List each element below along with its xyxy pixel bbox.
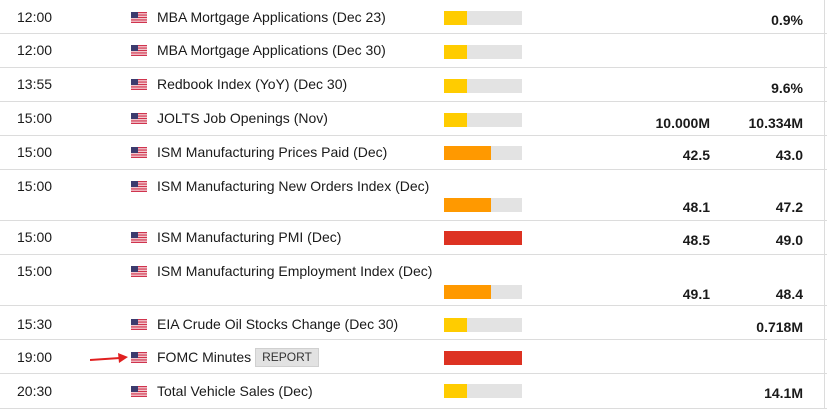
event-time: 13:55 <box>17 76 53 92</box>
event-name[interactable]: FOMC Minutes <box>157 349 252 365</box>
impact-bar-fill <box>444 198 491 212</box>
impact-bar-fill <box>444 285 491 299</box>
event-time: 15:30 <box>17 316 53 332</box>
calendar-row[interactable]: 15:00 ISM Manufacturing Employment Index… <box>0 255 827 306</box>
actual-value: 49.1 <box>682 286 710 302</box>
previous-value: 0.9% <box>771 12 803 28</box>
event-time: 15:00 <box>17 229 53 245</box>
calendar-row[interactable]: 12:00 MBA Mortgage Applications (Dec 23)… <box>0 0 827 34</box>
event-time: 19:00 <box>17 349 53 365</box>
row-right-border <box>824 136 825 169</box>
report-button[interactable]: REPORT <box>255 348 319 367</box>
row-right-border <box>824 34 825 67</box>
row-right-border <box>824 170 825 220</box>
event-name[interactable]: Total Vehicle Sales (Dec) <box>157 383 313 399</box>
row-right-border <box>824 340 825 373</box>
calendar-row[interactable]: 13:55 Redbook Index (YoY) (Dec 30) 9.6% <box>0 68 827 102</box>
event-time: 15:00 <box>17 263 53 279</box>
impact-bar <box>444 45 522 59</box>
us-flag-icon <box>131 230 147 243</box>
impact-bar-fill <box>444 146 491 160</box>
event-name[interactable]: EIA Crude Oil Stocks Change (Dec 30) <box>157 316 399 332</box>
calendar-row[interactable]: 15:00 ISM Manufacturing PMI (Dec) 48.5 49.… <box>0 221 827 255</box>
us-flag-icon <box>131 43 147 56</box>
calendar-row[interactable]: 15:30 EIA Crude Oil Stocks Change (Dec 3… <box>0 306 827 340</box>
event-name[interactable]: ISM Manufacturing Prices Paid (Dec) <box>157 144 388 160</box>
impact-bar-fill <box>444 45 467 59</box>
previous-value: 9.6% <box>771 80 803 96</box>
calendar-row[interactable]: 15:00 JOLTS Job Openings (Nov) 10.000M 10.… <box>0 102 827 136</box>
calendar-row[interactable]: 15:00 ISM Manufacturing Prices Paid (Dec… <box>0 136 827 170</box>
row-right-border <box>824 374 825 408</box>
event-name[interactable]: ISM Manufacturing Employment Index (Dec) <box>157 263 433 279</box>
us-flag-icon <box>131 77 147 90</box>
us-flag-icon <box>131 264 147 277</box>
impact-bar <box>444 113 522 127</box>
impact-bar <box>444 285 522 299</box>
us-flag-icon <box>131 179 147 192</box>
impact-bar <box>444 198 522 212</box>
calendar-row[interactable]: 15:00 ISM Manufacturing New Orders Index… <box>0 170 827 221</box>
event-time: 15:00 <box>17 178 53 194</box>
us-flag-icon <box>131 317 147 330</box>
row-right-border <box>824 0 825 33</box>
impact-bar <box>444 318 522 332</box>
previous-value: 0.718M <box>756 319 803 335</box>
impact-bar <box>444 11 522 25</box>
row-right-border <box>824 306 825 339</box>
event-time: 12:00 <box>17 9 53 25</box>
calendar-row[interactable]: 19:00 FOMC Minutes REPORT <box>0 340 827 374</box>
impact-bar-fill <box>444 318 467 332</box>
actual-value: 42.5 <box>682 147 710 163</box>
previous-value: 10.334M <box>748 115 803 131</box>
event-name[interactable]: ISM Manufacturing New Orders Index (Dec) <box>157 178 430 194</box>
event-time: 15:00 <box>17 144 53 160</box>
event-name[interactable]: Redbook Index (YoY) (Dec 30) <box>157 76 348 92</box>
actual-value: 48.5 <box>682 232 710 248</box>
actual-value: 48.1 <box>682 199 710 215</box>
event-time: 12:00 <box>17 42 53 58</box>
impact-bar-fill <box>444 384 467 398</box>
impact-bar <box>444 231 522 245</box>
impact-bar-fill <box>444 11 467 25</box>
previous-value: 49.0 <box>775 232 803 248</box>
us-flag-icon <box>131 145 147 158</box>
calendar-row[interactable]: 12:00 MBA Mortgage Applications (Dec 30) <box>0 34 827 68</box>
calendar-row[interactable]: 20:30 Total Vehicle Sales (Dec) 14.1M <box>0 374 827 409</box>
impact-bar-fill <box>444 231 522 245</box>
impact-bar <box>444 146 522 160</box>
impact-bar-fill <box>444 79 467 93</box>
previous-value: 43.0 <box>775 147 803 163</box>
impact-bar <box>444 384 522 398</box>
impact-bar <box>444 79 522 93</box>
event-name[interactable]: JOLTS Job Openings (Nov) <box>157 110 328 126</box>
us-flag-icon <box>131 384 147 397</box>
previous-value: 47.2 <box>775 199 803 215</box>
impact-bar-fill <box>444 351 522 365</box>
event-time: 15:00 <box>17 110 53 126</box>
row-right-border <box>824 68 825 101</box>
us-flag-icon <box>131 10 147 23</box>
previous-value: 14.1M <box>764 385 803 401</box>
us-flag-icon <box>131 111 147 124</box>
actual-value: 10.000M <box>655 115 710 131</box>
row-right-border <box>824 102 825 135</box>
red-pointer-arrow-icon <box>89 352 128 364</box>
event-name[interactable]: MBA Mortgage Applications (Dec 23) <box>157 9 386 25</box>
event-name[interactable]: ISM Manufacturing PMI (Dec) <box>157 229 342 245</box>
event-time: 20:30 <box>17 383 53 399</box>
impact-bar-fill <box>444 113 467 127</box>
previous-value: 48.4 <box>775 286 803 302</box>
impact-bar <box>444 351 522 365</box>
us-flag-icon <box>131 350 147 363</box>
row-right-border <box>824 255 825 305</box>
event-name[interactable]: MBA Mortgage Applications (Dec 30) <box>157 42 386 58</box>
row-right-border <box>824 221 825 254</box>
